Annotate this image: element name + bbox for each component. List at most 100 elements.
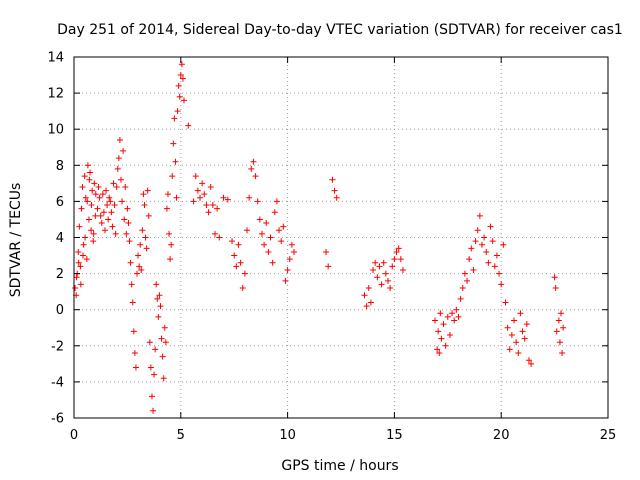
data-point (269, 259, 276, 266)
data-points (72, 61, 567, 414)
x-tick-label: 10 (279, 428, 296, 443)
data-point (436, 350, 443, 357)
data-point (168, 241, 175, 248)
data-point (331, 187, 338, 194)
data-point (455, 313, 462, 320)
data-point (517, 310, 524, 317)
data-point (246, 194, 253, 201)
data-point (108, 209, 115, 216)
data-point (399, 266, 406, 273)
data-point (376, 263, 383, 270)
data-point (556, 339, 563, 346)
data-point (136, 263, 143, 270)
data-point (216, 234, 223, 241)
data-point (457, 295, 464, 302)
data-point (365, 285, 372, 292)
data-point (153, 281, 160, 288)
x-tick-label: 25 (600, 428, 617, 443)
data-point (278, 238, 285, 245)
y-tick-labels: -6 -4 -2 0 2 4 6 8 10 12 14 (47, 51, 64, 427)
data-point (508, 331, 515, 338)
data-point (162, 339, 169, 346)
data-point (498, 281, 505, 288)
data-point (98, 220, 105, 227)
data-point (464, 277, 471, 284)
data-point (560, 324, 567, 331)
grid-lines (74, 57, 608, 418)
data-point (90, 230, 97, 237)
y-tick-label: -4 (51, 375, 64, 390)
data-point (73, 274, 80, 281)
data-point (178, 61, 185, 68)
data-point (77, 263, 84, 270)
axis-ticks (73, 56, 609, 419)
y-tick-label: 2 (56, 267, 64, 282)
data-point (151, 371, 158, 378)
data-point (286, 256, 293, 263)
data-point (161, 324, 168, 331)
data-point (129, 299, 136, 306)
data-point (77, 281, 84, 288)
data-point (125, 220, 132, 227)
y-tick-label: 14 (47, 51, 64, 66)
data-point (391, 256, 398, 263)
data-point (444, 313, 451, 320)
data-point (491, 263, 498, 270)
data-point (250, 158, 257, 165)
data-point (85, 216, 92, 223)
data-point (101, 227, 108, 234)
data-point (231, 252, 238, 259)
data-point (123, 230, 130, 237)
data-point (363, 303, 370, 310)
data-point (207, 183, 214, 190)
data-point (397, 256, 404, 263)
data-point (150, 407, 157, 414)
data-point (288, 241, 295, 248)
data-point (130, 328, 137, 335)
data-point (97, 212, 104, 219)
data-point (119, 198, 126, 205)
data-point (378, 281, 385, 288)
data-point (483, 248, 490, 255)
data-point (112, 230, 119, 237)
data-point (367, 299, 374, 306)
data-point (551, 274, 558, 281)
data-point (241, 270, 248, 277)
data-point (220, 194, 227, 201)
data-point (254, 198, 261, 205)
data-point (92, 191, 99, 198)
data-point (146, 339, 153, 346)
data-point (233, 263, 240, 270)
data-point (493, 252, 500, 259)
data-point (72, 285, 79, 292)
data-point (525, 357, 532, 364)
data-point (431, 317, 438, 324)
data-point (88, 202, 95, 209)
data-point (82, 234, 89, 241)
data-point (155, 313, 162, 320)
data-point (127, 259, 134, 266)
data-point (121, 216, 128, 223)
data-point (273, 198, 280, 205)
data-point (199, 180, 206, 187)
data-point (395, 245, 402, 252)
data-point (451, 317, 458, 324)
data-point (209, 202, 216, 209)
chart-title: Day 251 of 2014, Sidereal Day-to-day VTE… (57, 22, 623, 38)
data-point (144, 187, 151, 194)
data-point (261, 241, 268, 248)
data-point (461, 270, 468, 277)
data-point (476, 212, 483, 219)
data-point (158, 335, 165, 342)
data-point (500, 241, 507, 248)
data-point (214, 205, 221, 212)
data-point (148, 393, 155, 400)
data-point (481, 234, 488, 241)
data-point (389, 263, 396, 270)
data-point (284, 266, 291, 273)
data-point (79, 183, 86, 190)
data-point (79, 252, 86, 259)
x-tick-label: 0 (70, 428, 78, 443)
data-point (80, 241, 87, 248)
